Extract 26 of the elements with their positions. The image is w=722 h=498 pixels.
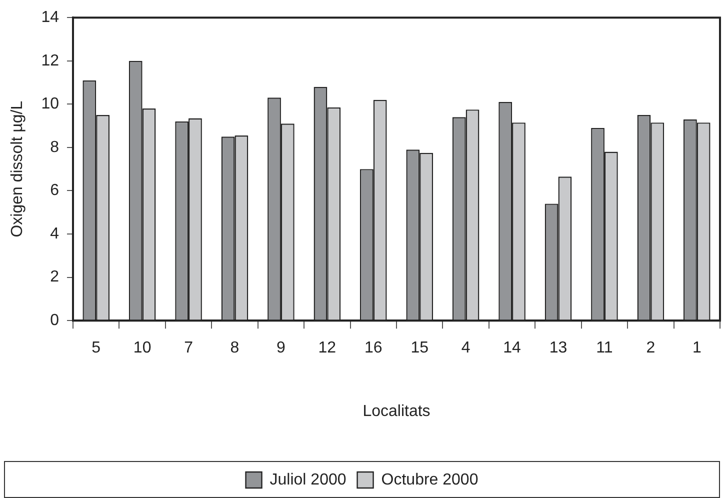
x-tick-label: 10 [133,340,152,357]
legend-label: Octubre 2000 [381,471,478,488]
y-tick-label: 6 [50,182,60,200]
y-tick-label: 10 [41,96,60,113]
y-axis-title: Oxigen dissolt µg/L [9,100,26,238]
x-axis-title: Localitats [362,402,430,420]
y-tick-label: 8 [50,138,60,156]
x-tick-label: 11 [596,340,613,357]
y-tick-label: 12 [41,52,60,70]
y-tick-label: 4 [50,225,60,242]
x-tick-label: 9 [276,340,286,357]
x-tick-label: 2 [646,340,656,357]
x-tick-label: 14 [503,340,522,357]
x-tick-label: 5 [92,340,101,357]
x-tick-label: 16 [364,340,382,357]
x-tick-label: 12 [318,340,336,357]
y-tick-label: 14 [41,9,60,26]
y-tick-label: 2 [50,268,60,286]
y-tick-label: 0 [50,312,60,330]
legend-label: Juliol 2000 [270,471,346,488]
x-tick-label: 4 [461,340,470,357]
x-tick-label: 1 [692,340,702,357]
x-tick-label: 7 [184,340,194,357]
x-tick-label: 13 [549,340,568,357]
x-tick-label: 8 [230,340,240,357]
x-tick-label: 15 [410,340,429,357]
